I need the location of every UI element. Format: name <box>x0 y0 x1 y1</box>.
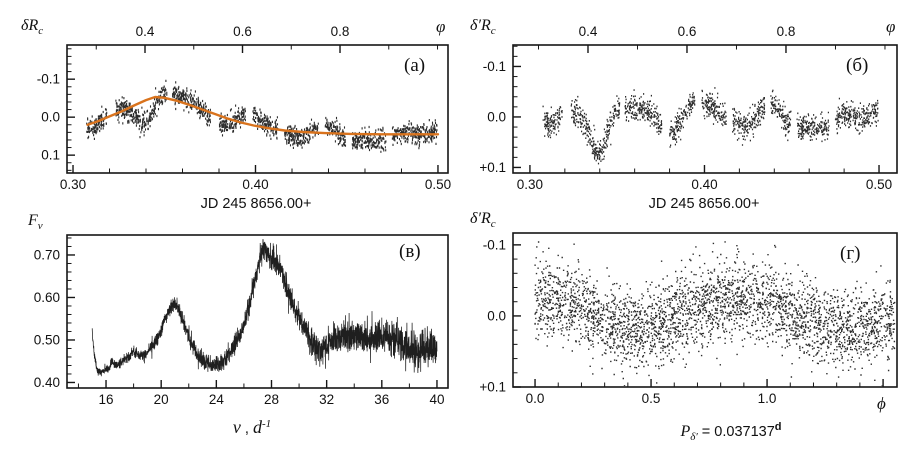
subscript-c: c <box>38 25 44 37</box>
panel-g-data <box>534 241 896 386</box>
panel-v-data <box>91 239 438 377</box>
x-tick-label: 0.5 <box>642 391 661 406</box>
y-tick-label: 0.50 <box>34 332 60 347</box>
panel-g-tag: (г) <box>840 243 861 264</box>
period-value: = 0.037137 <box>701 424 775 440</box>
panel-g-x-axis-label: Pδ′ = 0.037137d <box>680 421 781 443</box>
x-tick-label: 36 <box>374 392 389 407</box>
panel-a-axes <box>66 44 449 174</box>
y-tick-label: 0.1 <box>41 148 60 163</box>
y-tick-label: -0.1 <box>483 237 506 252</box>
panel-v-y-axis-label: Fν <box>28 212 43 232</box>
R-symbol: R <box>480 17 491 34</box>
x-tick-label: 24 <box>209 392 225 407</box>
x-tick-label: 16 <box>99 392 114 407</box>
F-symbol: F <box>28 212 38 229</box>
y-tick-label: 0.70 <box>34 247 60 262</box>
panel-a-data <box>86 79 440 153</box>
x-tick-label: 20 <box>154 392 169 407</box>
panel-a-tag: (a) <box>404 55 426 76</box>
delta-prime-symbol: δ′ <box>470 210 481 227</box>
spectrum-line <box>91 239 438 377</box>
superscript-minus-one: -1 <box>261 418 272 430</box>
subscript-c: c <box>490 25 496 37</box>
panel-g-axes <box>512 232 898 388</box>
panel-a-phase-axis-symbol: φ <box>436 17 446 36</box>
P-symbol: P <box>680 423 691 440</box>
y-tick-label: +0.1 <box>479 160 506 175</box>
x-tick-label: 0.50 <box>866 177 892 192</box>
top-tick-label: 0.4 <box>136 24 155 39</box>
delta-symbol: δ <box>21 17 29 34</box>
panel-a-y-axis-label: δRc <box>21 17 43 37</box>
superscript-days: d <box>774 421 782 433</box>
y-tick-label: 0.40 <box>34 375 60 390</box>
panel-b-y-axis-label: δ′Rc <box>470 17 496 37</box>
x-tick-label: 0.30 <box>517 177 543 192</box>
top-tick-label: 0.8 <box>777 24 796 39</box>
R-symbol: R <box>480 210 491 227</box>
x-tick-label: 0.30 <box>60 177 86 192</box>
x-tick-label: 0.0 <box>526 391 545 406</box>
delta-prime-symbol: δ′ <box>470 17 481 34</box>
nu-symbol: ν <box>232 417 241 437</box>
R-symbol: R <box>28 17 39 34</box>
panel-b-x-axis-label: JD 245 8656.00+ <box>648 196 760 212</box>
panel-v-tag: (в) <box>399 241 421 262</box>
y-tick-label: -0.1 <box>483 59 506 74</box>
panel-g-y-axis-label: δ′Rc <box>470 210 496 230</box>
top-tick-label: 0.6 <box>233 24 252 39</box>
y-tick-label: -0.1 <box>37 72 60 87</box>
panel-b-axes <box>512 44 898 174</box>
subscript-delta-prime: δ′ <box>690 431 698 443</box>
scatter-points-b <box>542 87 879 165</box>
x-tick-label: 0.40 <box>691 177 717 192</box>
scatter-points-g <box>534 241 896 386</box>
top-tick-label: 0.4 <box>579 24 598 39</box>
x-tick-label: 40 <box>429 392 444 407</box>
y-tick-label: +0.1 <box>479 380 506 395</box>
scatter-points-a <box>86 79 438 153</box>
panel-b-data <box>542 87 879 165</box>
x-tick-label: 28 <box>264 392 279 407</box>
subscript-nu: ν <box>37 220 43 232</box>
panel-a-x-axis-label: JD 245 8656.00+ <box>200 196 312 212</box>
y-tick-label: 0.0 <box>487 109 506 124</box>
x-tick-label: 0.50 <box>425 177 451 192</box>
panel-v-x-axis-label: ν , d-1 <box>232 417 272 437</box>
panel-v-axes <box>66 234 449 389</box>
top-tick-label: 0.8 <box>331 24 350 39</box>
panel-b-phase-axis-symbol: φ <box>886 17 896 36</box>
y-tick-label: 0.0 <box>41 110 60 125</box>
smoothed-trend-line <box>86 95 440 136</box>
x-tick-label: 1.0 <box>758 391 777 406</box>
d-symbol: d <box>252 417 262 437</box>
panel-g-phase-axis-symbol: ϕ <box>877 394 886 413</box>
panel-b-tag: (б) <box>846 55 869 76</box>
y-tick-label: 0.0 <box>487 308 506 323</box>
y-tick-label: 0.60 <box>34 290 60 305</box>
subscript-c: c <box>490 218 496 230</box>
top-tick-label: 0.6 <box>678 24 697 39</box>
x-tick-label: 0.40 <box>242 177 268 192</box>
x-tick-label: 32 <box>319 392 334 407</box>
